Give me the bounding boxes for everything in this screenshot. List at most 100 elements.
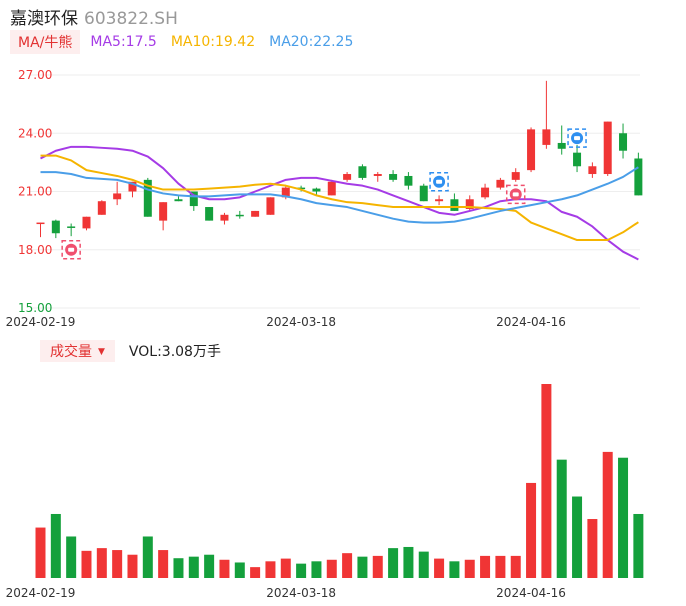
volume-bar [96, 548, 107, 578]
volume-bar [158, 550, 169, 578]
bull-badge-icon [505, 184, 526, 205]
candle-body [128, 181, 137, 192]
candle-body [511, 172, 520, 180]
ma-toggle-button[interactable]: MA/牛熊 [10, 30, 81, 54]
candle-body [189, 191, 198, 207]
volume-bar [188, 556, 199, 578]
candle-body [557, 142, 566, 149]
stock-name: 嘉澳环保 [10, 9, 78, 29]
volume-x-tick-label: 2024-04-16 [496, 586, 566, 600]
volume-bar [173, 558, 184, 578]
ma20-line [40, 166, 639, 224]
volume-bar [66, 536, 77, 578]
candle-body [235, 214, 244, 217]
candle-body [113, 193, 122, 200]
volume-bar [526, 482, 537, 578]
candle-body [220, 214, 229, 221]
y-tick-label: 18.00 [18, 243, 52, 257]
candle-body [619, 133, 628, 151]
candle-body [419, 185, 428, 202]
ma5-line [40, 145, 639, 261]
candle-body [51, 220, 60, 234]
x-tick-label: 2024-02-19 [6, 315, 76, 329]
x-tick-label: 2024-03-18 [266, 315, 336, 329]
candle-body [389, 174, 398, 180]
volume-bar [311, 561, 322, 578]
candle-body [82, 216, 91, 229]
stock-code: 603822.SH [84, 9, 178, 29]
candle-body [542, 129, 551, 145]
candle-body [481, 187, 490, 198]
candle-body [358, 166, 367, 178]
candle-body [450, 199, 459, 211]
ma10-label: MA10:19.42 [170, 34, 256, 50]
volume-value: VOL:3.08万手 [128, 344, 221, 360]
ma5-label: MA5:17.5 [90, 34, 157, 50]
volume-bar [449, 561, 460, 578]
ma10-line [40, 154, 639, 242]
candle-body [435, 199, 444, 202]
volume-bar [602, 451, 613, 578]
candle-body [343, 174, 352, 180]
candle-body [297, 187, 306, 190]
volume-bar [495, 555, 506, 578]
candle-body [496, 179, 505, 188]
volume-bar [81, 550, 92, 578]
y-tick-label: 24.00 [18, 126, 52, 140]
stock-title: 嘉澳环保 603822.SH [10, 4, 178, 29]
bull-badge-icon [61, 240, 81, 260]
volume-bar [587, 519, 598, 578]
candle-body [527, 129, 536, 171]
candle-body [97, 201, 106, 215]
volume-bar [127, 554, 138, 578]
volume-bar [326, 559, 337, 578]
volume-bar [388, 548, 399, 578]
volume-bar [112, 550, 123, 578]
volume-bar [556, 459, 567, 578]
candle-body [159, 202, 168, 221]
volume-bar [142, 536, 153, 578]
volume-bar [357, 556, 368, 578]
candle-body [36, 222, 45, 225]
volume-bar [50, 513, 61, 578]
candle-body [465, 199, 474, 209]
volume-bar [434, 558, 445, 578]
volume-bar [250, 567, 261, 578]
volume-bar [265, 561, 276, 578]
candle-body [143, 179, 152, 217]
candle-body [174, 199, 183, 202]
candle-body [603, 121, 612, 175]
candle-body [67, 226, 76, 228]
volume-bar [403, 546, 414, 578]
volume-bar [541, 384, 552, 578]
x-tick-label: 2024-04-16 [496, 315, 566, 329]
volume-x-tick-label: 2024-02-19 [6, 586, 76, 600]
volume-bar [204, 554, 215, 578]
volume-bar [296, 563, 307, 578]
ma20-label: MA20:22.25 [269, 34, 354, 50]
candle-body [205, 207, 214, 221]
volume-bar [418, 551, 429, 578]
volume-bar [234, 562, 245, 578]
volume-indicator-dropdown[interactable]: 成交量 ▼ [40, 340, 115, 362]
candle-body [588, 166, 597, 175]
y-tick-label: 21.00 [18, 185, 52, 199]
candle-body [373, 174, 382, 176]
y-tick-label: 27.00 [18, 68, 52, 82]
volume-indicator-label: 成交量 [50, 344, 92, 360]
candle-body [634, 158, 643, 196]
candle-body [266, 197, 275, 215]
volume-bar [572, 496, 583, 578]
ma-legend: MA/牛熊 MA5:17.5 MA10:19.42 MA20:22.25 [10, 30, 367, 54]
bear-badge-icon [429, 172, 449, 192]
candle-body [404, 175, 413, 186]
volume-bar [480, 555, 491, 578]
volume-x-tick-label: 2024-03-18 [266, 586, 336, 600]
candle-body [251, 210, 260, 217]
volume-bar [510, 555, 521, 578]
volume-bar [464, 559, 475, 578]
volume-bar [219, 559, 230, 578]
caret-down-icon: ▼ [98, 347, 105, 357]
volume-bar [280, 558, 291, 578]
